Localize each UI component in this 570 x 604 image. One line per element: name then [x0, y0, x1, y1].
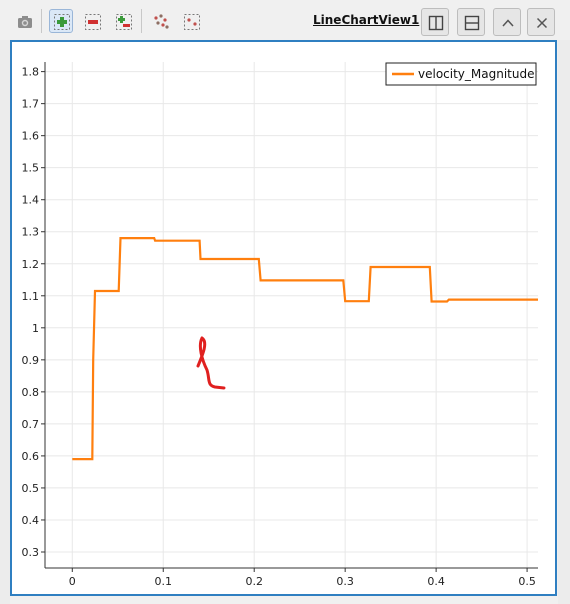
- y-tick-label: 0.4: [22, 514, 40, 527]
- y-tick-label: 0.8: [22, 386, 40, 399]
- y-tick-label: 1.6: [22, 130, 40, 143]
- zoom-out-button[interactable]: [80, 9, 104, 33]
- split-horizontal-button[interactable]: [421, 8, 449, 36]
- y-tick-label: 1.4: [22, 194, 40, 207]
- y-tick-label: 0.7: [22, 418, 40, 431]
- x-tick-label: 0.5: [518, 575, 536, 588]
- split-horizontal-icon: [428, 15, 444, 31]
- x-tick-label: 0.1: [154, 575, 172, 588]
- camera-button[interactable]: [12, 9, 36, 33]
- zoom-in-icon: [54, 14, 70, 30]
- y-tick-label: 0.5: [22, 482, 40, 495]
- y-tick-label: 1.5: [22, 162, 40, 175]
- line-chart[interactable]: 0.3 0.4 0.5 0.6 0.7 0.8 0.9 1 1.1 1.2 1.3 1.4 1.5 1.6…: [12, 42, 555, 594]
- x-tick-label: 0.2: [245, 575, 263, 588]
- zoom-in-button[interactable]: [49, 9, 73, 33]
- close-icon: [536, 17, 548, 29]
- split-vertical-button[interactable]: [457, 8, 485, 36]
- legend-box: [385, 62, 537, 86]
- toolbar: LineChartView1: [0, 0, 570, 40]
- right-panel-edge: [558, 40, 570, 604]
- maximize-button[interactable]: [493, 8, 521, 36]
- toolbar-separator: [41, 9, 42, 33]
- x-tick-label: 0.4: [427, 575, 445, 588]
- view-title[interactable]: LineChartView1: [313, 13, 420, 27]
- legend-label: velocity_Magnitude: [418, 67, 534, 81]
- zoom-to-box-button[interactable]: [111, 9, 135, 33]
- select-box-icon: [184, 14, 200, 30]
- split-vertical-icon: [464, 15, 480, 31]
- y-tick-label: 1.8: [22, 66, 40, 79]
- y-tick-label: 1: [32, 322, 39, 335]
- camera-icon: [18, 16, 32, 28]
- zoom-out-icon: [85, 14, 101, 30]
- close-button[interactable]: [527, 8, 555, 36]
- select-points-icon: [154, 14, 169, 29]
- red-handwritten-mark: [196, 336, 226, 390]
- chart-legend: velocity_Magnitude: [385, 62, 537, 86]
- y-tick-label: 0.6: [22, 450, 40, 463]
- y-tick-label: 1.2: [22, 258, 40, 271]
- left-panel-edge: [0, 40, 10, 604]
- toolbar-separator: [141, 9, 142, 33]
- y-tick-label: 1.1: [22, 290, 40, 303]
- zoom-to-box-icon: [116, 14, 132, 30]
- maximize-icon: [502, 19, 514, 27]
- y-tick-label: 0.9: [22, 354, 40, 367]
- x-tick-label: 0: [69, 575, 76, 588]
- x-tick-label: 0.3: [336, 575, 354, 588]
- y-tick-label: 1.7: [22, 98, 40, 111]
- select-points-button[interactable]: [148, 9, 172, 33]
- y-tick-label: 0.3: [22, 546, 40, 559]
- series-line-velocity-magnitude: [72, 237, 538, 461]
- line-chart-view[interactable]: 0.3 0.4 0.5 0.6 0.7 0.8 0.9 1 1.1 1.2 1.3 1.4 1.5 1.6…: [10, 40, 557, 596]
- y-tick-label: 1.3: [22, 226, 40, 239]
- select-box-button[interactable]: [179, 9, 203, 33]
